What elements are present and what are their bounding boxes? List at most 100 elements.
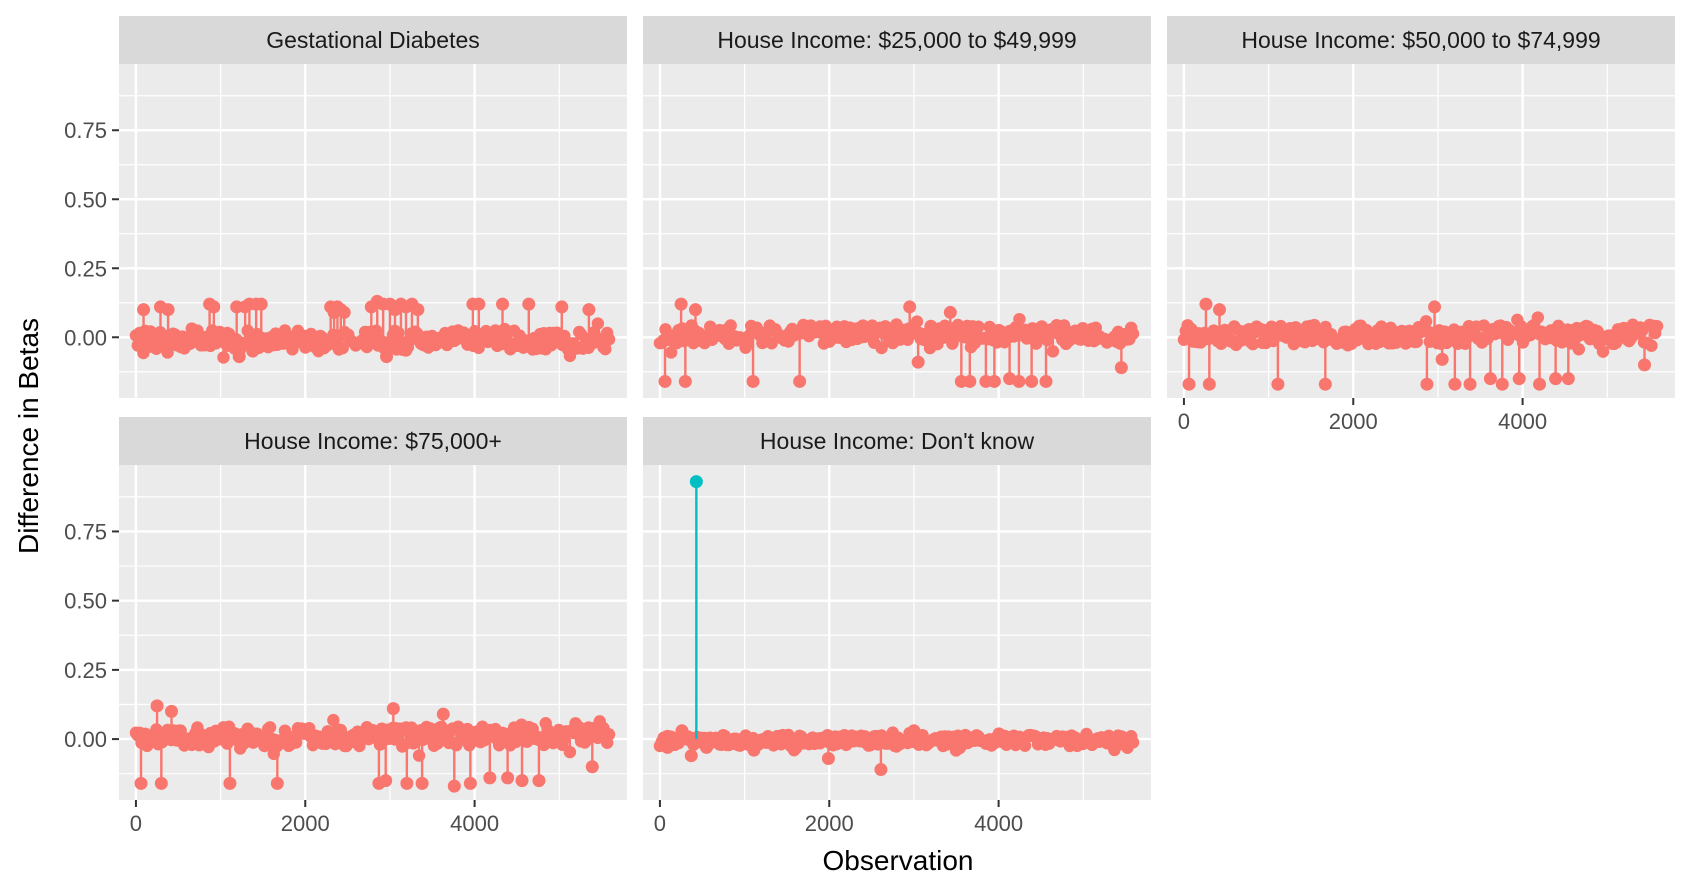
point bbox=[545, 338, 558, 352]
near-zero-cloud bbox=[653, 726, 1140, 757]
point bbox=[1419, 315, 1433, 328]
data-point bbox=[1448, 377, 1462, 391]
data-point bbox=[674, 297, 688, 311]
point bbox=[972, 320, 985, 333]
data-point bbox=[1318, 377, 1332, 391]
facet-title: House Income: Don't know bbox=[760, 428, 1035, 454]
data-point bbox=[1435, 352, 1449, 366]
data-point bbox=[386, 702, 400, 716]
facet-panel: Gestational Diabetes 0.00 0.25 0.50 0.75 bbox=[64, 16, 627, 398]
point bbox=[1410, 335, 1423, 348]
data-point bbox=[137, 303, 151, 317]
data-point bbox=[1483, 372, 1497, 386]
y-tick-label: 0.50 bbox=[64, 589, 107, 614]
point bbox=[591, 317, 605, 330]
data-point bbox=[246, 344, 260, 358]
point bbox=[1645, 339, 1658, 352]
point bbox=[161, 346, 174, 359]
point bbox=[336, 341, 349, 355]
data-point bbox=[472, 297, 486, 311]
data-point bbox=[675, 724, 689, 738]
x-tick-label: 4000 bbox=[450, 811, 499, 836]
data-point bbox=[164, 704, 178, 718]
data-point bbox=[586, 336, 600, 350]
data-point bbox=[903, 300, 917, 314]
data-point bbox=[678, 374, 692, 388]
x-tick-label: 4000 bbox=[1498, 409, 1547, 434]
facet-panel: House Income: $50,000 to $74,999 0 2000 400… bbox=[1167, 16, 1675, 434]
data-point bbox=[684, 749, 698, 763]
data-point bbox=[700, 740, 713, 754]
point bbox=[602, 728, 616, 741]
data-point bbox=[1428, 300, 1442, 314]
data-point bbox=[1202, 377, 1216, 391]
x-tick-label: 2000 bbox=[805, 811, 854, 836]
data-point bbox=[658, 374, 672, 388]
data-point bbox=[746, 374, 760, 388]
data-point bbox=[874, 763, 888, 777]
facet-panel: House Income: Don't know 0 2000 4000 bbox=[643, 417, 1151, 836]
data-point bbox=[688, 303, 702, 317]
data-point bbox=[154, 776, 168, 790]
data-point bbox=[501, 771, 515, 785]
data-point bbox=[555, 300, 569, 314]
facet-strip bbox=[119, 417, 627, 465]
x-tick-label: 2000 bbox=[281, 811, 330, 836]
data-point bbox=[1495, 377, 1509, 391]
data-point bbox=[483, 771, 497, 785]
data-point bbox=[496, 297, 510, 311]
x-tick-label: 2000 bbox=[1329, 409, 1378, 434]
data-point bbox=[1512, 372, 1526, 386]
y-axis-title: Difference in Betas bbox=[13, 318, 44, 554]
x-tick-label: 0 bbox=[654, 811, 666, 836]
data-point bbox=[943, 305, 957, 319]
data-point bbox=[143, 325, 157, 339]
data-point bbox=[1638, 358, 1652, 372]
data-point bbox=[150, 699, 164, 713]
data-point bbox=[254, 297, 268, 311]
facet-title: Gestational Diabetes bbox=[266, 27, 480, 53]
point bbox=[664, 346, 678, 359]
point bbox=[1375, 320, 1388, 333]
data-point bbox=[1199, 297, 1213, 311]
data-point bbox=[411, 303, 425, 317]
data-point bbox=[1012, 374, 1026, 388]
data-point bbox=[924, 319, 938, 333]
data-point bbox=[134, 776, 148, 790]
data-point bbox=[532, 774, 546, 788]
flagged-data-point bbox=[689, 475, 703, 489]
y-tick-label: 0.25 bbox=[64, 658, 107, 683]
data-point bbox=[1533, 377, 1547, 391]
point bbox=[819, 319, 832, 333]
data-point bbox=[260, 336, 274, 350]
point bbox=[765, 337, 778, 350]
data-point bbox=[220, 339, 234, 353]
point bbox=[563, 745, 577, 759]
facet-strip bbox=[643, 417, 1151, 465]
point bbox=[1531, 311, 1545, 324]
facet-title: House Income: $50,000 to $74,999 bbox=[1241, 27, 1600, 53]
data-point bbox=[436, 707, 450, 721]
y-tick-label: 0.75 bbox=[64, 519, 107, 544]
data-point bbox=[1114, 361, 1128, 375]
data-point bbox=[415, 776, 429, 790]
data-point bbox=[1420, 377, 1434, 391]
data-point bbox=[337, 305, 351, 319]
data-point bbox=[400, 776, 414, 790]
data-point bbox=[963, 374, 977, 388]
x-tick-label: 0 bbox=[1178, 409, 1190, 434]
point bbox=[1046, 345, 1060, 358]
data-point bbox=[1549, 372, 1563, 386]
point bbox=[1596, 345, 1610, 358]
point bbox=[1650, 319, 1664, 333]
data-point bbox=[232, 350, 246, 364]
point bbox=[1108, 743, 1121, 757]
data-point bbox=[747, 743, 761, 757]
point bbox=[191, 324, 204, 337]
data-point bbox=[1463, 377, 1477, 391]
data-point bbox=[418, 339, 432, 353]
data-point bbox=[270, 776, 284, 790]
y-tick-label: 0.25 bbox=[64, 256, 107, 281]
data-point bbox=[848, 322, 862, 336]
